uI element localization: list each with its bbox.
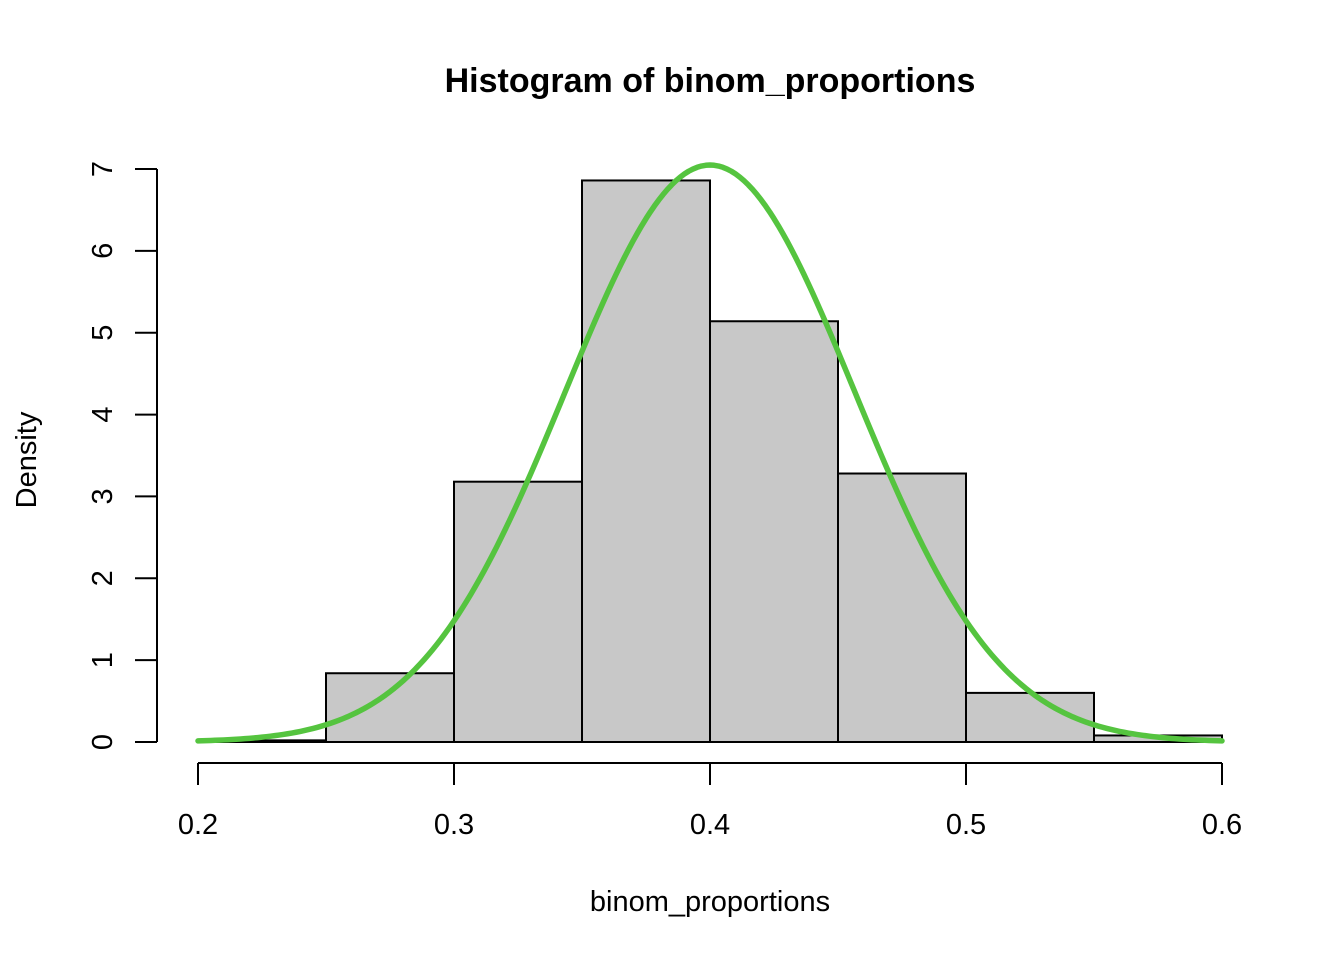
x-tick-label: 0.2 (178, 809, 218, 841)
x-tick-label: 0.3 (434, 809, 474, 841)
x-tick-label: 0.6 (1202, 809, 1242, 841)
y-tick-label: 7 (87, 161, 119, 177)
y-tick-label: 5 (87, 325, 119, 341)
histogram-bar-3 (453, 480, 583, 743)
x-axis-label: binom_proportions (590, 886, 830, 918)
histogram-bar-2 (325, 672, 455, 743)
chart-title: Histogram of binom_proportions (445, 62, 976, 100)
y-tick-label: 1 (87, 652, 119, 668)
y-tick-label: 2 (87, 570, 119, 586)
y-tick-label: 4 (87, 406, 119, 422)
histogram-bars (197, 179, 1223, 744)
x-axis: 0.2 0.3 0.4 0.5 0.6 (178, 762, 1242, 841)
histogram-bar-6 (837, 472, 967, 743)
y-axis: 0 1 2 3 4 5 6 7 (87, 161, 158, 750)
x-tick-label: 0.4 (690, 809, 730, 841)
y-tick-label: 3 (87, 488, 119, 504)
y-tick-label: 0 (87, 734, 119, 750)
histogram-bar-5 (709, 320, 839, 743)
x-tick-label: 0.5 (946, 809, 986, 841)
histogram-bar-4 (581, 179, 711, 743)
density-curve-layer (195, 162, 1225, 744)
density-curve (195, 162, 1225, 744)
y-tick-label: 6 (87, 243, 119, 259)
y-axis-label: Density (11, 411, 43, 508)
